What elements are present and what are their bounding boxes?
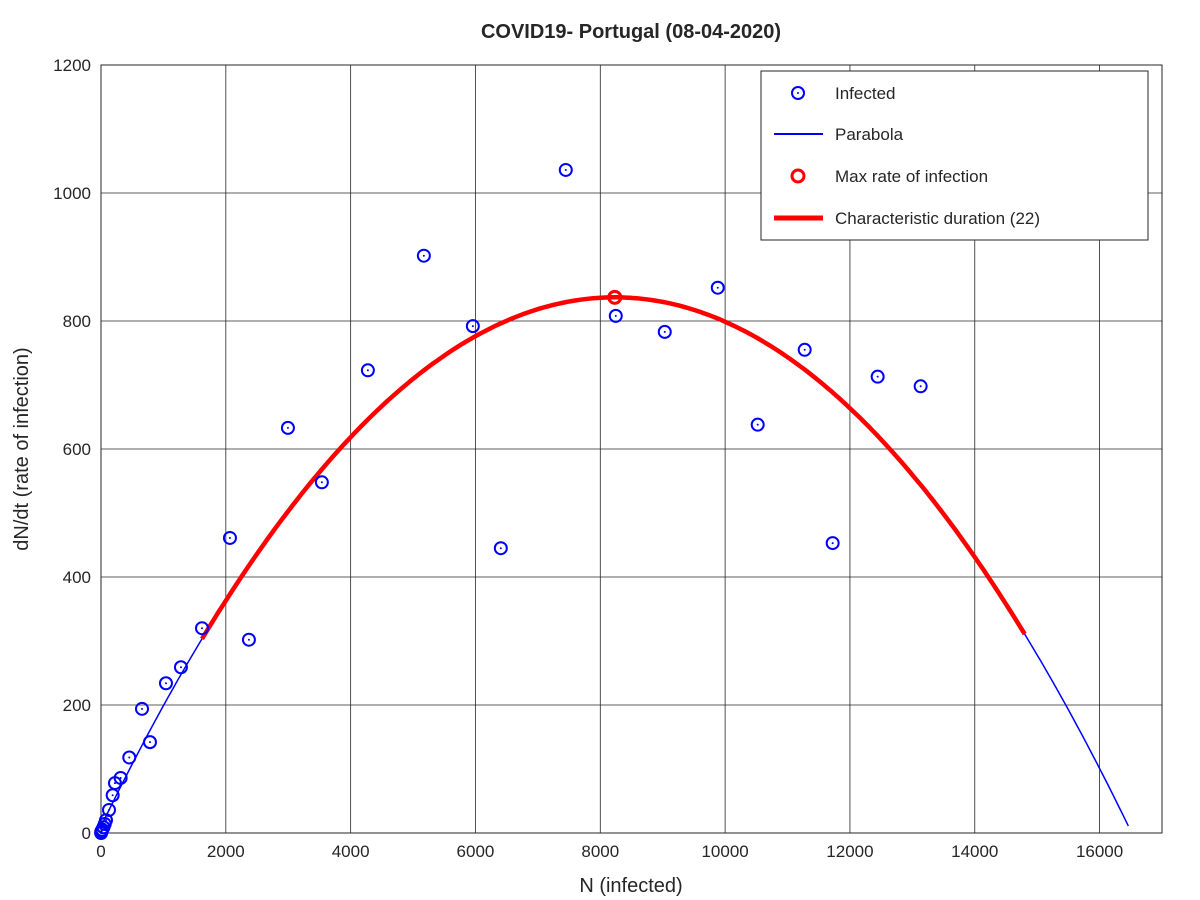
infected-point-dot [104, 819, 107, 822]
infected-point [710, 280, 725, 295]
infected-point [241, 632, 256, 647]
legend-parabola-label: Parabola [835, 125, 904, 144]
characteristic-duration-line [200, 295, 1027, 641]
infected-point-dot [103, 823, 106, 826]
infected-point [280, 420, 295, 435]
infected-point-dot [716, 286, 719, 289]
infected-point-dot [564, 168, 567, 171]
infected-point [750, 417, 765, 432]
infected-point-dot [164, 682, 167, 685]
infected-point-dot [179, 666, 182, 669]
chart-title: COVID19- Portugal (08-04-2020) [481, 21, 781, 43]
infected-point [222, 530, 237, 545]
x-tick-label: 8000 [581, 842, 619, 861]
infected-point [360, 363, 375, 378]
infected-point-dot [286, 426, 289, 429]
y-axis-label: dN/dt (rate of infection) [11, 347, 33, 550]
legend-max-label: Max rate of infection [835, 167, 988, 186]
infected-point [101, 802, 116, 817]
infected-point-dot [119, 776, 122, 779]
infected-point-dot [148, 741, 151, 744]
ticks: 0 2000 4000 6000 8000 10000 12000 14000 16000 0 20… [53, 56, 1123, 861]
max-rate-marker [607, 289, 623, 305]
infected-point-dot [499, 547, 502, 550]
infected-point-dot [614, 314, 617, 317]
infected-point-dot [663, 330, 666, 333]
parabola-line [100, 296, 1129, 827]
infected-point-dot [107, 808, 110, 811]
infected-point [797, 342, 812, 357]
infected-point-dot [422, 254, 425, 257]
infected-point [558, 162, 573, 177]
infected-point-dot [471, 325, 474, 328]
max-rate-point [607, 289, 623, 305]
legend-infected-dot [797, 92, 799, 94]
legend-max-marker [790, 168, 806, 184]
legend-duration-label: Characteristic duration (22) [835, 209, 1040, 228]
grid [100, 64, 1162, 834]
infected-point [657, 324, 672, 339]
infected-point [913, 379, 928, 394]
y-tick-label: 400 [63, 568, 91, 587]
legend: Infected Parabola Max rate of infection … [760, 70, 1149, 241]
infected-point-dot [200, 627, 203, 630]
x-tick-label: 4000 [332, 842, 370, 861]
legend-box [760, 70, 1149, 241]
infected-point [122, 750, 137, 765]
y-tick-label: 200 [63, 696, 91, 715]
infected-point [416, 248, 431, 263]
infected-point [608, 308, 623, 323]
infected-point-dot [919, 385, 922, 388]
infected-point-dot [320, 481, 323, 484]
infected-point [465, 319, 480, 334]
y-tick-label: 0 [82, 824, 91, 843]
x-tick-label: 6000 [457, 842, 495, 861]
infected-point-dot [366, 369, 369, 372]
x-tick-label: 2000 [207, 842, 245, 861]
infected-point-dot [141, 707, 144, 710]
y-tick-label: 1000 [53, 184, 91, 203]
infected-point [158, 676, 173, 691]
infected-point-dot [831, 542, 834, 545]
infected-point [493, 541, 508, 556]
legend-infected-marker [791, 86, 805, 100]
infected-point [825, 536, 840, 551]
infected-point-dot [247, 638, 250, 641]
x-tick-label: 0 [96, 842, 105, 861]
x-tick-label: 16000 [1076, 842, 1123, 861]
x-tick-label: 14000 [951, 842, 998, 861]
infected-point [870, 369, 885, 384]
x-axis-label: N (infected) [579, 875, 682, 897]
infected-point-dot [128, 756, 131, 759]
infected-point [194, 621, 209, 636]
infected-point [314, 475, 329, 490]
infected-point-dot [228, 536, 231, 539]
y-tick-label: 800 [63, 312, 91, 331]
infected-point-dot [876, 375, 879, 378]
infected-point-dot [756, 423, 759, 426]
y-tick-label: 1200 [53, 56, 91, 75]
infected-point-dot [111, 794, 114, 797]
infected-points [94, 162, 928, 840]
x-tick-label: 10000 [701, 842, 748, 861]
infected-point-dot [803, 348, 806, 351]
infected-point [113, 770, 128, 785]
y-tick-label: 600 [63, 440, 91, 459]
infected-point [135, 701, 150, 716]
plot-frame [100, 64, 1163, 834]
x-tick-label: 12000 [826, 842, 873, 861]
infected-point [142, 735, 157, 750]
infected-point [173, 660, 188, 675]
legend-infected-label: Infected [835, 84, 896, 103]
